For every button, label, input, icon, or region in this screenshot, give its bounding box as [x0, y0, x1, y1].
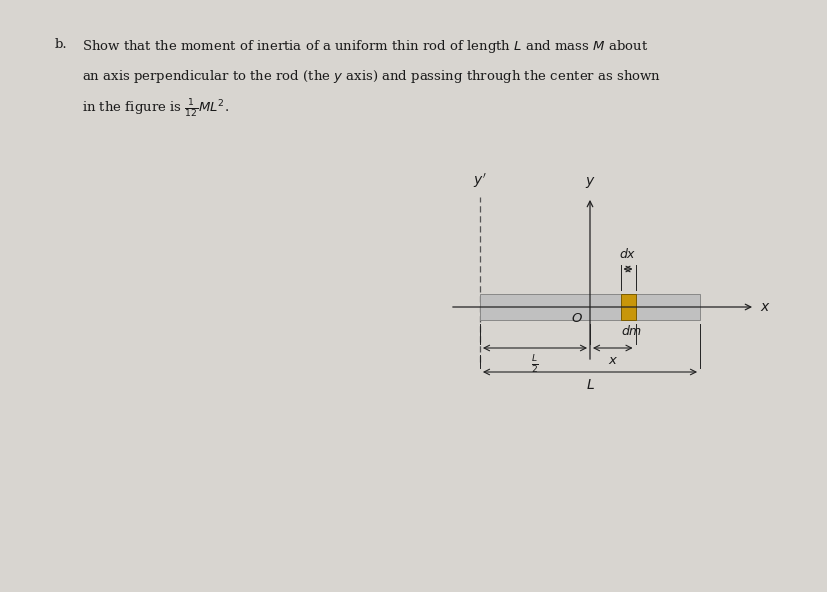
Text: $dm$: $dm$ [621, 324, 643, 338]
Text: Show that the moment of inertia of a uniform thin rod of length $L$ and mass $M$: Show that the moment of inertia of a uni… [82, 38, 648, 55]
Text: $x$: $x$ [760, 300, 771, 314]
Text: $\frac{L}{2}$: $\frac{L}{2}$ [531, 354, 539, 376]
Text: $y$: $y$ [585, 175, 595, 190]
Text: $O$: $O$ [571, 312, 583, 325]
Bar [480, 294, 700, 320]
Bar [620, 294, 635, 320]
Text: in the figure is $\frac{1}{12}ML^2$.: in the figure is $\frac{1}{12}ML^2$. [82, 98, 229, 120]
Text: $L$: $L$ [586, 378, 595, 392]
Text: $x$: $x$ [608, 354, 618, 367]
Text: b.: b. [55, 38, 68, 51]
Text: $y'$: $y'$ [473, 172, 487, 190]
Text: $dx$: $dx$ [619, 247, 637, 261]
Text: an axis perpendicular to the rod (the $y$ axis) and passing through the center a: an axis perpendicular to the rod (the $y… [82, 68, 661, 85]
